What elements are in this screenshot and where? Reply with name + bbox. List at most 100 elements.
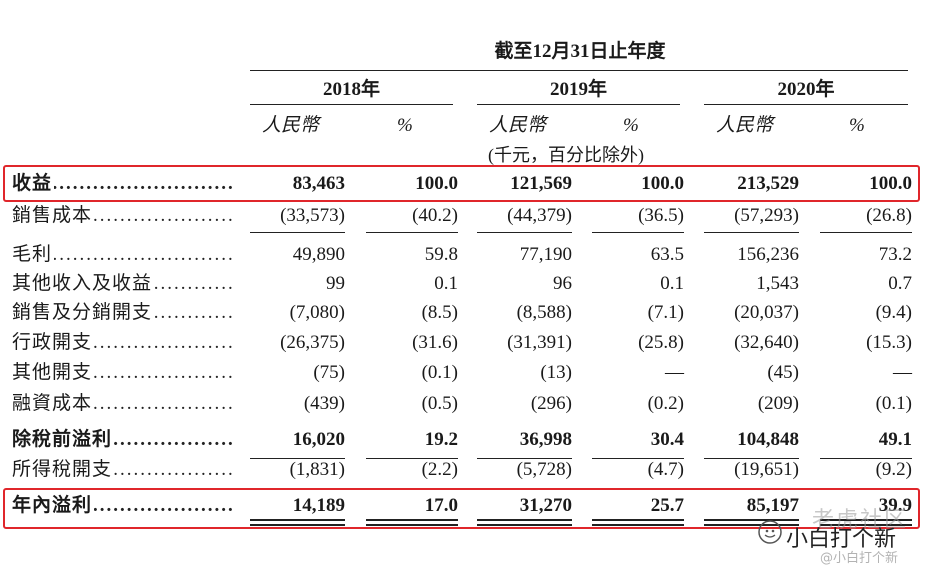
table-cell: (0.1) [875, 393, 912, 414]
table-cell: (20,037) [734, 302, 799, 323]
row-label-text: 所得稅開支 [12, 459, 115, 480]
watermark-handle-text: @小白打个新 [820, 551, 899, 566]
table-cell: 0.1 [660, 273, 684, 294]
row-label: ...................................其他收入及… [12, 272, 234, 296]
table-cell: 0.7 [888, 273, 912, 294]
table-cell: 25.7 [650, 495, 684, 516]
period-heading: 截至12月31日止年度 [494, 41, 666, 62]
watermark-tiger-text: 老虎社区 [812, 508, 909, 533]
subtotal-rule [704, 458, 799, 459]
table-cell: (26.8) [866, 205, 912, 226]
table-cell: (57,293) [734, 205, 799, 226]
total-double-rule [704, 524, 799, 526]
table-cell: (0.1) [421, 362, 458, 383]
year-2019: 2019年 [549, 79, 607, 100]
table-cell: 121,569 [510, 173, 572, 194]
subtotal-rule [820, 458, 912, 459]
total-double-rule [592, 524, 684, 526]
highlight-box-revenue [3, 165, 920, 202]
unit-note: (千元，百分比除外) [488, 145, 644, 165]
row-label: ................................... 銷售成本 [12, 204, 234, 228]
table-cell: 1,543 [756, 273, 799, 294]
total-double-rule [366, 524, 458, 526]
row-label-text: 融資成本 [12, 393, 95, 414]
table-cell: (45) [767, 362, 799, 383]
table-cell: 39.9 [878, 495, 912, 516]
highlight-box-profit [3, 488, 920, 529]
currency-2019: 人民幣 [489, 115, 547, 136]
total-double-rule [250, 519, 345, 521]
table-cell: (4.7) [647, 459, 684, 480]
table-cell: 59.8 [424, 244, 458, 265]
subtotal-rule [477, 458, 572, 459]
table-cell: (13) [540, 362, 572, 383]
table-cell: — [665, 362, 684, 383]
table-cell: 85,197 [746, 495, 799, 516]
currency-2020: 人民幣 [716, 115, 774, 136]
subtotal-rule [250, 232, 345, 233]
subtotal-rule [366, 232, 458, 233]
table-cell: (44,379) [507, 205, 572, 226]
row-label: ...................................銷售及分銷… [12, 301, 234, 325]
subtotal-rule [704, 232, 799, 233]
table-cell: 96 [553, 273, 572, 294]
year-rule-2019 [477, 104, 680, 105]
table-cell: (296) [530, 393, 572, 414]
row-label: ................................... 年內溢利 [12, 494, 234, 518]
table-cell: 100.0 [869, 173, 912, 194]
table-cell: (31.6) [412, 332, 458, 353]
table-cell: (1,831) [289, 459, 345, 480]
period-rule [250, 70, 908, 71]
table-cell: 49,890 [292, 244, 345, 265]
total-double-rule [704, 519, 799, 521]
table-cell: (25.8) [638, 332, 684, 353]
row-label: ................................... 收益 [12, 172, 234, 196]
table-cell: (15.3) [866, 332, 912, 353]
table-cell: 77,190 [519, 244, 572, 265]
row-label-text: 其他開支 [12, 362, 95, 383]
table-cell: (75) [313, 362, 345, 383]
table-cell: 100.0 [415, 173, 458, 194]
table-cell: (36.5) [638, 205, 684, 226]
year-2018: 2018年 [322, 79, 380, 100]
row-label-text: 除稅前溢利 [12, 429, 115, 450]
table-cell: 156,236 [737, 244, 799, 265]
currency-2018: 人民幣 [262, 115, 320, 136]
table-cell: 31,270 [519, 495, 572, 516]
table-cell: (9.4) [875, 302, 912, 323]
table-cell: 99 [326, 273, 345, 294]
table-cell: 100.0 [641, 173, 684, 194]
table-cell: (0.2) [647, 393, 684, 414]
table-cell: 19.2 [424, 429, 458, 450]
year-rule-2020 [704, 104, 908, 105]
table-cell: (9.2) [875, 459, 912, 480]
watermark-account-text: 小白打个新 [786, 527, 897, 552]
table-cell: (209) [757, 393, 799, 414]
table-cell: 16,020 [292, 429, 345, 450]
total-double-rule [820, 519, 912, 521]
table-cell: 17.0 [424, 495, 458, 516]
row-label-text: 毛利 [12, 244, 55, 265]
row-label-text: 銷售及分銷開支 [12, 302, 155, 323]
table-cell: (31,391) [507, 332, 572, 353]
table-cell: (439) [303, 393, 345, 414]
table-cell: 63.5 [650, 244, 684, 265]
percent-2019: % [623, 115, 639, 136]
percent-2020: % [849, 115, 865, 136]
year-2020: 2020年 [777, 79, 835, 100]
row-label: ................................... 毛利 [12, 243, 234, 267]
table-cell: 49.1 [878, 429, 912, 450]
row-label-text: 收益 [12, 173, 55, 194]
total-double-rule [820, 524, 912, 526]
table-cell: 73.2 [878, 244, 912, 265]
table-cell: (8.5) [421, 302, 458, 323]
table-cell: (2.2) [421, 459, 458, 480]
total-double-rule [592, 519, 684, 521]
subtotal-rule [366, 458, 458, 459]
subtotal-rule [592, 458, 684, 459]
row-label-text: 銷售成本 [12, 205, 95, 226]
table-cell: 36,998 [519, 429, 572, 450]
row-label-text: 其他收入及收益 [12, 273, 155, 294]
wechat-logo-icon [758, 520, 782, 544]
